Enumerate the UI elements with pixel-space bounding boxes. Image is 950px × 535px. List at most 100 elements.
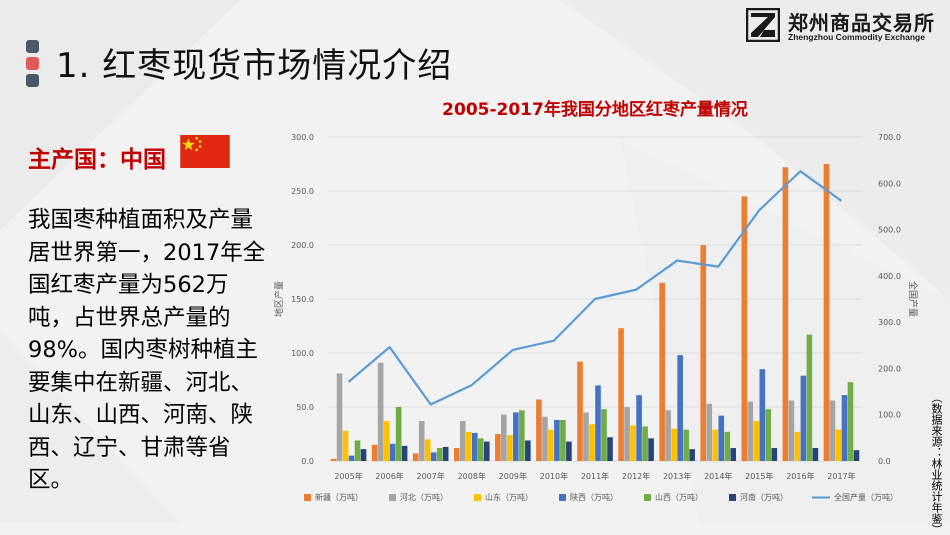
bar	[354, 440, 361, 461]
bullet-2	[26, 57, 39, 70]
bar	[659, 282, 665, 461]
bar	[430, 452, 437, 461]
bar	[853, 450, 860, 461]
legend-swatch	[474, 494, 481, 501]
x-tick-label: 2010年	[540, 471, 568, 481]
legend-label: 山西（万吨）	[655, 492, 703, 502]
bar	[601, 409, 607, 461]
legend-label: 河北（万吨）	[400, 492, 448, 502]
bar	[765, 409, 772, 461]
y2-tick-label: 600.0	[878, 179, 901, 188]
y2-tick-label: 200.0	[878, 364, 901, 373]
y-tick-label: 250.0	[291, 187, 314, 196]
x-tick-label: 2016年	[786, 471, 814, 481]
x-tick-label: 2005年	[334, 471, 362, 481]
bullet-3	[26, 74, 39, 87]
bar	[595, 385, 601, 461]
x-tick-label: 2011年	[581, 471, 609, 481]
bar	[841, 395, 848, 461]
bar	[683, 429, 689, 461]
bar	[336, 373, 343, 461]
y-tick-label: 300.0	[291, 133, 314, 142]
bar	[536, 399, 542, 461]
bar	[507, 435, 513, 461]
bar	[624, 407, 630, 461]
y2-axis-title: 全国产量	[907, 281, 919, 317]
bar	[724, 431, 731, 461]
legend-swatch	[304, 494, 311, 501]
y2-tick-label: 300.0	[878, 318, 901, 327]
chart-title: 2005-2017年我国分地区红枣产量情况	[442, 100, 748, 120]
x-tick-label: 2009年	[499, 471, 527, 481]
bar	[566, 441, 572, 461]
production-chart: 0.0 50.0 100.0 150.0 200.0 250.0 300.0 0.0 100.0…	[273, 133, 919, 502]
zce-logo-icon	[746, 8, 780, 42]
bar	[418, 421, 425, 461]
x-tick-label: 2006年	[375, 471, 403, 481]
origin-label: 主产国：中国	[28, 147, 166, 173]
bar	[689, 449, 695, 461]
legend-swatch	[559, 494, 566, 501]
china-flag-icon	[180, 135, 230, 168]
bar	[525, 440, 531, 461]
bar	[630, 425, 636, 461]
y-tick-label: 50.0	[296, 403, 314, 412]
bar	[395, 407, 402, 461]
legend-label: 山东（万吨）	[485, 492, 533, 502]
bar	[554, 419, 560, 461]
y-tick-label: 100.0	[291, 349, 314, 358]
bar	[342, 430, 349, 461]
bar	[424, 439, 431, 461]
bar	[459, 421, 466, 461]
exchange-name-cn: 郑州商品交易所	[788, 11, 935, 35]
bar	[618, 328, 624, 461]
exchange-logo: 郑州商品交易所 Zhengzhou Commodity Exchange	[746, 6, 946, 46]
bar	[730, 448, 737, 461]
bar	[706, 403, 713, 461]
bar	[542, 416, 548, 461]
bar	[477, 438, 484, 461]
x-tick-label: 2012年	[622, 471, 650, 481]
series-line-national	[347, 170, 843, 406]
bar	[589, 424, 595, 461]
bar	[747, 401, 754, 461]
legend-swatch	[644, 494, 651, 501]
bar	[412, 453, 419, 461]
bar	[771, 448, 778, 461]
bar	[671, 428, 677, 461]
legend-swatch	[389, 494, 396, 501]
bar	[401, 445, 408, 461]
legend-swatch	[729, 494, 736, 501]
x-tick-label: 2017年	[827, 471, 855, 481]
bar	[442, 446, 449, 461]
bar	[700, 245, 707, 461]
bar	[782, 167, 789, 462]
bar	[759, 369, 766, 461]
page-title: 1. 红枣现货市场情况介绍	[56, 46, 453, 86]
legend-label: 陕西（万吨）	[570, 492, 618, 502]
bar	[788, 400, 795, 461]
x-tick-label: 2013年	[663, 471, 691, 481]
bar	[712, 429, 719, 461]
y2-tick-label: 100.0	[878, 411, 901, 420]
x-tick-label: 2008年	[458, 471, 486, 481]
bar	[718, 415, 725, 461]
bar	[847, 382, 854, 461]
x-tick-label: 2015年	[745, 471, 773, 481]
bar	[377, 362, 384, 461]
bar	[829, 400, 836, 461]
bar	[348, 455, 355, 461]
bar	[741, 196, 748, 461]
bar	[548, 429, 554, 461]
y-tick-label: 150.0	[291, 295, 314, 304]
bar	[800, 375, 807, 461]
bar	[583, 412, 589, 461]
bar	[330, 458, 337, 461]
bar	[513, 412, 519, 461]
legend-label: 新疆（万吨）	[315, 492, 363, 502]
bar	[453, 448, 460, 461]
legend-label: 全国产量（万吨）	[834, 492, 898, 502]
bar	[823, 164, 830, 461]
bar	[577, 361, 583, 461]
x-tick-label: 2014年	[704, 471, 732, 481]
